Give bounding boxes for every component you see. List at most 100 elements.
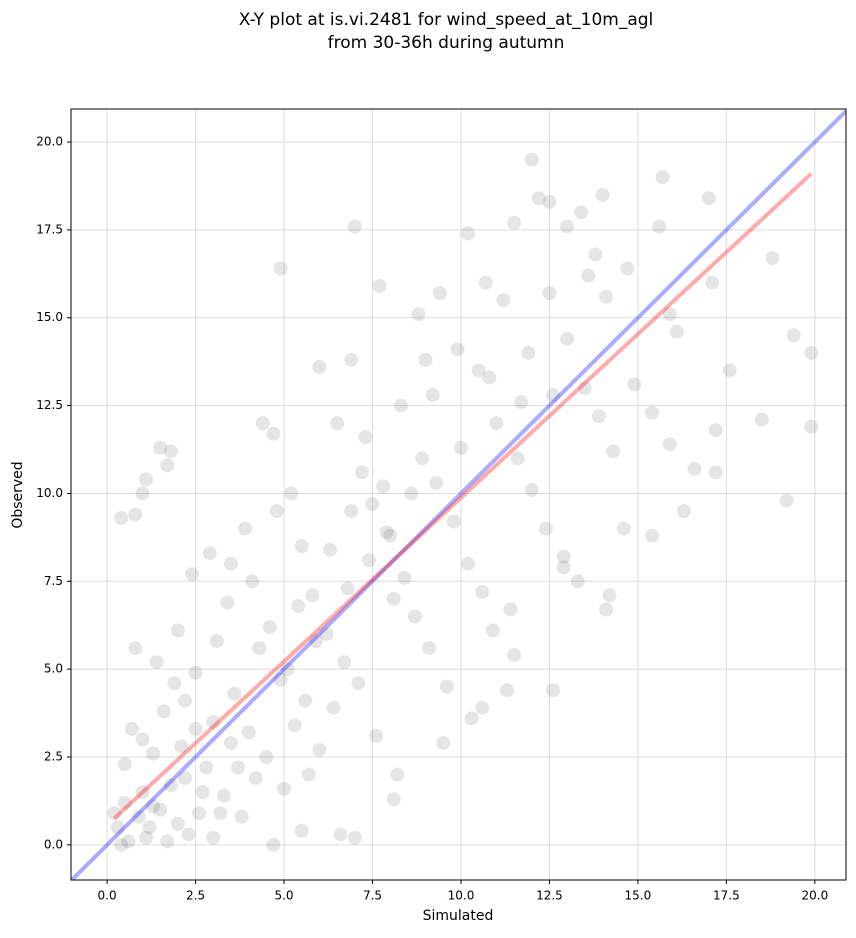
point bbox=[386, 792, 401, 807]
point bbox=[273, 672, 288, 687]
point bbox=[273, 261, 288, 276]
point bbox=[521, 345, 536, 360]
point bbox=[234, 809, 249, 824]
point bbox=[545, 683, 560, 698]
point bbox=[415, 451, 430, 466]
point bbox=[361, 553, 376, 568]
ticks: 0.0 2.5 5.0 7.5 10.0 12.5 15.0 17.5 20.0 0.0 2.5 5.… bbox=[36, 135, 828, 903]
point bbox=[376, 479, 391, 494]
point bbox=[446, 514, 461, 529]
point bbox=[209, 634, 224, 649]
point bbox=[153, 802, 168, 817]
point bbox=[524, 482, 539, 497]
y-tick-label: 15.0 bbox=[36, 310, 63, 324]
x-tick-label: 12.5 bbox=[536, 889, 563, 903]
point bbox=[146, 746, 161, 761]
point bbox=[722, 363, 737, 378]
points bbox=[107, 152, 819, 852]
reference-line bbox=[112, 172, 813, 820]
point bbox=[538, 521, 553, 536]
point bbox=[489, 416, 504, 431]
point bbox=[181, 827, 196, 842]
point bbox=[156, 704, 171, 719]
point bbox=[121, 834, 136, 849]
point bbox=[294, 823, 309, 838]
point bbox=[330, 416, 345, 431]
point bbox=[397, 570, 412, 585]
point bbox=[206, 830, 221, 845]
point bbox=[645, 405, 660, 420]
point bbox=[475, 700, 490, 715]
point bbox=[262, 619, 277, 634]
point bbox=[139, 830, 154, 845]
point bbox=[383, 528, 398, 543]
point bbox=[620, 261, 635, 276]
point bbox=[616, 521, 631, 536]
chart-title: X-Y plot at is.vi.2481 for wind_speed_at… bbox=[239, 10, 654, 30]
point bbox=[560, 331, 575, 346]
plot-frame bbox=[70, 108, 847, 881]
point bbox=[192, 806, 207, 821]
point bbox=[606, 444, 621, 459]
x-tick-label: 0.0 bbox=[98, 889, 117, 903]
point bbox=[117, 757, 132, 772]
y-tick-label: 5.0 bbox=[44, 662, 63, 676]
point bbox=[266, 837, 281, 852]
x-tick-label: 17.5 bbox=[713, 889, 740, 903]
y-tick-label: 0.0 bbox=[44, 837, 63, 851]
point bbox=[429, 475, 444, 490]
y-tick-label: 12.5 bbox=[36, 398, 63, 412]
point bbox=[231, 760, 246, 775]
point bbox=[213, 806, 228, 821]
point bbox=[248, 771, 263, 786]
point bbox=[139, 472, 154, 487]
point bbox=[765, 250, 780, 265]
point bbox=[390, 767, 405, 782]
point bbox=[599, 289, 614, 304]
point bbox=[496, 293, 511, 308]
point bbox=[146, 799, 161, 814]
point bbox=[117, 795, 132, 810]
x-tick-label: 10.0 bbox=[448, 889, 475, 903]
point bbox=[418, 352, 433, 367]
reference-line bbox=[71, 109, 846, 880]
point bbox=[478, 275, 493, 290]
point bbox=[195, 785, 210, 800]
point bbox=[545, 388, 560, 403]
point bbox=[354, 465, 369, 480]
point bbox=[269, 504, 284, 519]
point bbox=[786, 328, 801, 343]
point bbox=[507, 215, 522, 230]
point bbox=[577, 381, 592, 396]
point bbox=[110, 820, 125, 835]
point bbox=[177, 693, 192, 708]
x-tick-label: 20.0 bbox=[801, 889, 828, 903]
x-tick-label: 7.5 bbox=[363, 889, 382, 903]
point bbox=[804, 345, 819, 360]
point bbox=[351, 676, 366, 691]
point bbox=[524, 152, 539, 167]
point bbox=[471, 363, 486, 378]
chart-title: from 30-36h during autumn bbox=[328, 33, 565, 53]
point bbox=[662, 307, 677, 322]
point bbox=[358, 430, 373, 445]
y-tick-label: 10.0 bbox=[36, 486, 63, 500]
point bbox=[333, 827, 348, 842]
point bbox=[432, 286, 447, 301]
grid bbox=[71, 109, 846, 880]
point bbox=[153, 440, 168, 455]
point bbox=[337, 655, 352, 670]
point bbox=[163, 444, 178, 459]
point bbox=[425, 388, 440, 403]
point bbox=[284, 486, 299, 501]
point bbox=[450, 342, 465, 357]
point bbox=[185, 567, 200, 582]
point bbox=[595, 187, 610, 202]
point bbox=[407, 609, 422, 624]
point bbox=[177, 771, 192, 786]
point bbox=[556, 560, 571, 575]
point bbox=[422, 641, 437, 656]
point bbox=[453, 440, 468, 455]
point bbox=[174, 739, 189, 754]
